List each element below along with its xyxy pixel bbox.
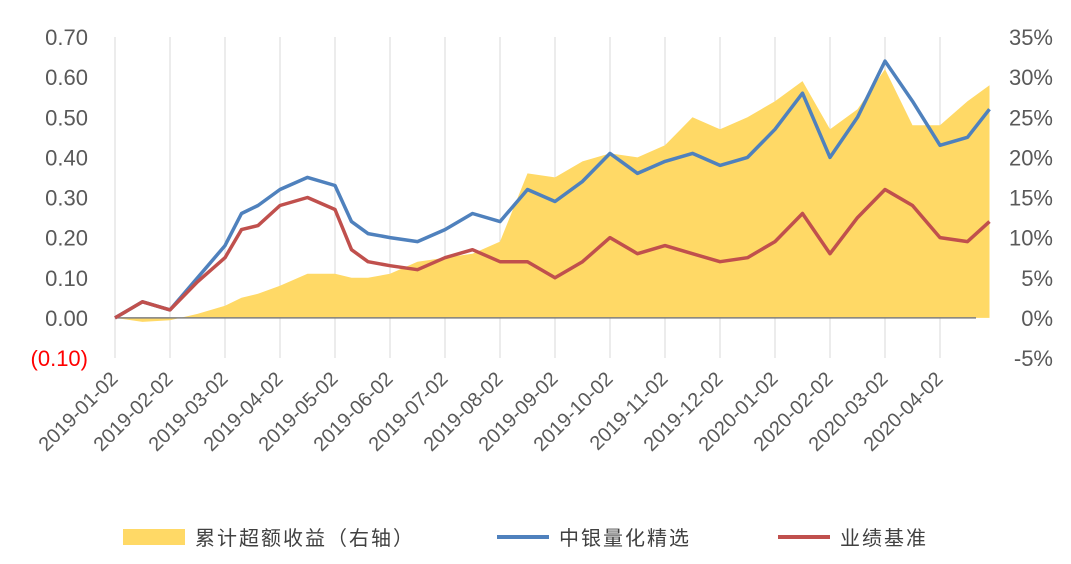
series-line — [114, 187, 991, 320]
y-axis-left-labels: 0.70 0.60 0.50 0.40 0.30 0.20 0.10 0.00 (0.10) — [31, 25, 88, 371]
area-series — [115, 69, 990, 322]
y-tick-label-right: 35% — [1009, 25, 1053, 50]
y-tick-label-right: 0% — [1021, 306, 1053, 331]
legend: 累计超额收益（右轴） 中银量化精选 业绩基准 — [0, 522, 1071, 552]
y-tick-label-right: 5% — [1021, 266, 1053, 291]
y-tick-label-left: 0.40 — [45, 145, 88, 170]
y-tick-label-right: 20% — [1009, 145, 1053, 170]
y-tick-label-left: (0.10) — [31, 346, 88, 371]
y-tick-label-left: 0.00 — [45, 306, 88, 331]
y-tick-label-left: 0.50 — [45, 105, 88, 130]
y-tick-label-right: 10% — [1009, 226, 1053, 251]
legend-label: 累计超额收益（右轴） — [195, 526, 415, 550]
legend-swatch-area — [123, 528, 185, 545]
y-tick-label-right: 30% — [1009, 65, 1053, 90]
legend-item-excess-return: 累计超额收益（右轴） — [123, 522, 415, 551]
legend-swatch-line — [497, 534, 549, 539]
series-line — [114, 59, 991, 320]
legend-item-benchmark: 业绩基准 — [778, 522, 928, 551]
y-tick-label-left: 0.20 — [45, 226, 88, 251]
legend-label: 中银量化精选 — [559, 526, 691, 550]
y-tick-label-left: 0.10 — [45, 266, 88, 291]
series-lines — [114, 59, 991, 320]
y-tick-label-right: 15% — [1009, 186, 1053, 211]
x-axis-labels: 2019-01-022019-02-022019-03-022019-04-02… — [35, 368, 948, 456]
legend-swatch-line — [778, 534, 830, 539]
y-tick-label-left: 0.60 — [45, 65, 88, 90]
y-tick-label-right: 25% — [1009, 105, 1053, 130]
y-tick-label-right: -5% — [1014, 346, 1053, 371]
cumulative-excess-area — [115, 69, 990, 322]
legend-label: 业绩基准 — [840, 526, 928, 550]
y-axis-right-labels: 35% 30% 25% 20% 15% 10% 5% 0% -5% — [1009, 25, 1053, 371]
chart-canvas: 0.70 0.60 0.50 0.40 0.30 0.20 0.10 0.00 (0.10) 3… — [31, 25, 1053, 456]
y-tick-label-left: 0.70 — [45, 25, 88, 50]
y-tick-label-left: 0.30 — [45, 186, 88, 211]
legend-item-fund: 中银量化精选 — [497, 522, 691, 551]
